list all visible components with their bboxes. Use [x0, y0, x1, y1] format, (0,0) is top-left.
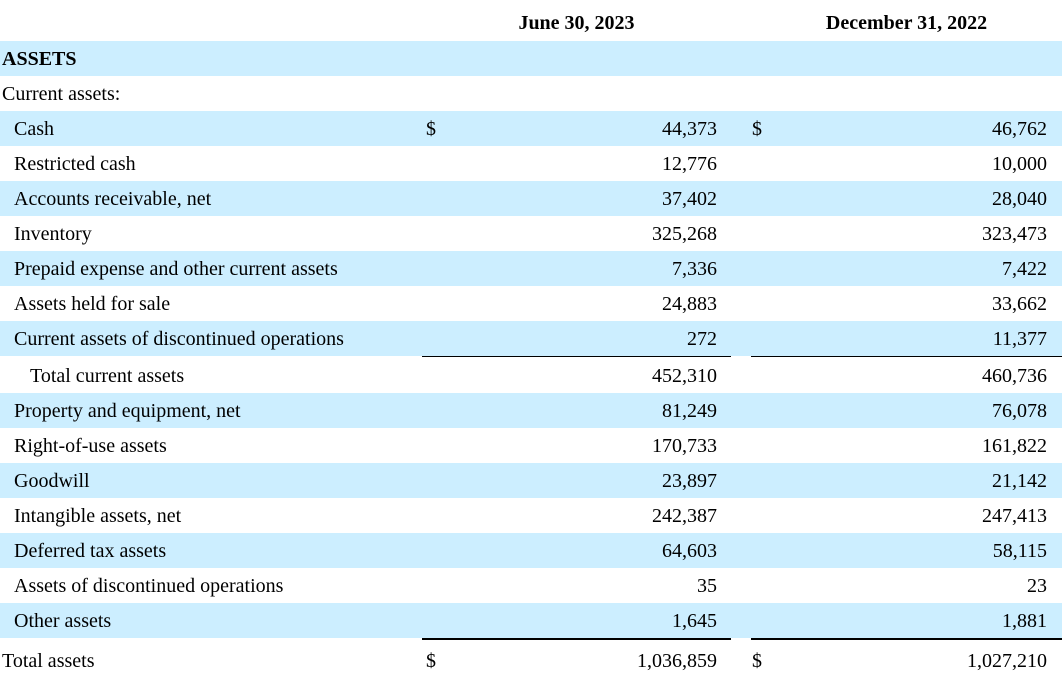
value-december-2022: 23	[1027, 575, 1047, 597]
value-december-2022: 11,377	[992, 328, 1047, 350]
subsection-title: Current assets:	[2, 83, 121, 105]
row-label: Total current assets	[30, 365, 185, 387]
table-row: Deferred tax assets 64,603 58,115	[0, 533, 1062, 568]
row-label: Intangible assets, net	[14, 505, 182, 527]
value-december-2022: 58,115	[992, 540, 1047, 562]
currency-symbol: $	[426, 118, 436, 140]
value-december-2022: 161,822	[982, 435, 1047, 457]
value-june-2023: 1,645	[672, 610, 717, 632]
table-row: Inventory 325,268 323,473	[0, 216, 1062, 251]
value-june-2023: 23,897	[662, 470, 717, 492]
row-label: Goodwill	[14, 470, 90, 492]
table-row-total-current-assets: Total current assets 452,310 460,736	[0, 358, 1062, 393]
table-row: Right-of-use assets 170,733 161,822	[0, 428, 1062, 463]
row-label: Right-of-use assets	[14, 435, 167, 457]
row-label: Cash	[14, 118, 54, 140]
value-june-2023: 81,249	[662, 400, 717, 422]
total-rule	[422, 638, 731, 640]
table-row: Prepaid expense and other current assets…	[0, 251, 1062, 286]
row-label: Prepaid expense and other current assets	[14, 258, 338, 280]
row-label: Assets of discontinued operations	[14, 575, 284, 597]
table-row: Current assets of discontinued operation…	[0, 321, 1062, 356]
column-header-june-2023: June 30, 2023	[422, 0, 731, 43]
table-row: Other assets 1,645 1,881	[0, 603, 1062, 638]
subsection-row-current-assets: Current assets:	[0, 76, 1062, 111]
value-june-2023: 170,733	[652, 435, 717, 457]
table-row: Restricted cash 12,776 10,000	[0, 146, 1062, 181]
total-rule	[751, 638, 1062, 640]
table-row: Accounts receivable, net 37,402 28,040	[0, 181, 1062, 216]
value-june-2023: 272	[687, 328, 717, 350]
value-december-2022: 1,881	[1002, 610, 1047, 632]
value-december-2022: 33,662	[992, 293, 1047, 315]
row-label: Deferred tax assets	[14, 540, 167, 562]
value-june-2023: 44,373	[662, 118, 717, 140]
subtotal-rule	[751, 356, 1062, 357]
table-row: Property and equipment, net 81,249 76,07…	[0, 393, 1062, 428]
value-june-2023: 12,776	[662, 153, 717, 175]
value-december-2022: 1,027,210	[967, 650, 1047, 672]
row-label: Current assets of discontinued operation…	[14, 328, 344, 350]
value-december-2022: 28,040	[992, 188, 1047, 210]
currency-symbol: $	[752, 650, 762, 672]
table-row-total-assets: Total assets $ 1,036,859 $ 1,027,210	[0, 643, 1062, 678]
value-june-2023: 452,310	[652, 365, 717, 387]
value-june-2023: 7,336	[672, 258, 717, 280]
value-june-2023: 37,402	[662, 188, 717, 210]
section-title: ASSETS	[2, 48, 77, 70]
value-december-2022: 46,762	[992, 118, 1047, 140]
row-label: Total assets	[2, 650, 95, 672]
value-december-2022: 76,078	[992, 400, 1047, 422]
value-june-2023: 35	[697, 575, 717, 597]
table-row: Goodwill 23,897 21,142	[0, 463, 1062, 498]
value-june-2023: 325,268	[652, 223, 717, 245]
subtotal-rule	[422, 356, 731, 357]
table-row: Cash $ 44,373 $ 46,762	[0, 111, 1062, 146]
column-header-december-2022: December 31, 2022	[751, 0, 1062, 43]
value-june-2023: 64,603	[662, 540, 717, 562]
row-label: Assets held for sale	[14, 293, 171, 315]
value-december-2022: 460,736	[982, 365, 1047, 387]
table-row: Assets of discontinued operations 35 23	[0, 568, 1062, 603]
value-december-2022: 10,000	[992, 153, 1047, 175]
row-label: Restricted cash	[14, 153, 136, 175]
row-label: Property and equipment, net	[14, 400, 241, 422]
value-december-2022: 21,142	[992, 470, 1047, 492]
value-december-2022: 323,473	[982, 223, 1047, 245]
currency-symbol: $	[752, 118, 762, 140]
section-row-assets: ASSETS	[0, 41, 1062, 76]
row-label: Inventory	[14, 223, 92, 245]
table-row: Assets held for sale 24,883 33,662	[0, 286, 1062, 321]
value-june-2023: 24,883	[662, 293, 717, 315]
row-label: Accounts receivable, net	[14, 188, 212, 210]
row-label: Other assets	[14, 610, 112, 632]
table-row: Intangible assets, net 242,387 247,413	[0, 498, 1062, 533]
value-june-2023: 1,036,859	[637, 650, 717, 672]
value-december-2022: 7,422	[1002, 258, 1047, 280]
value-june-2023: 242,387	[652, 505, 717, 527]
currency-symbol: $	[426, 650, 436, 672]
value-december-2022: 247,413	[982, 505, 1047, 527]
